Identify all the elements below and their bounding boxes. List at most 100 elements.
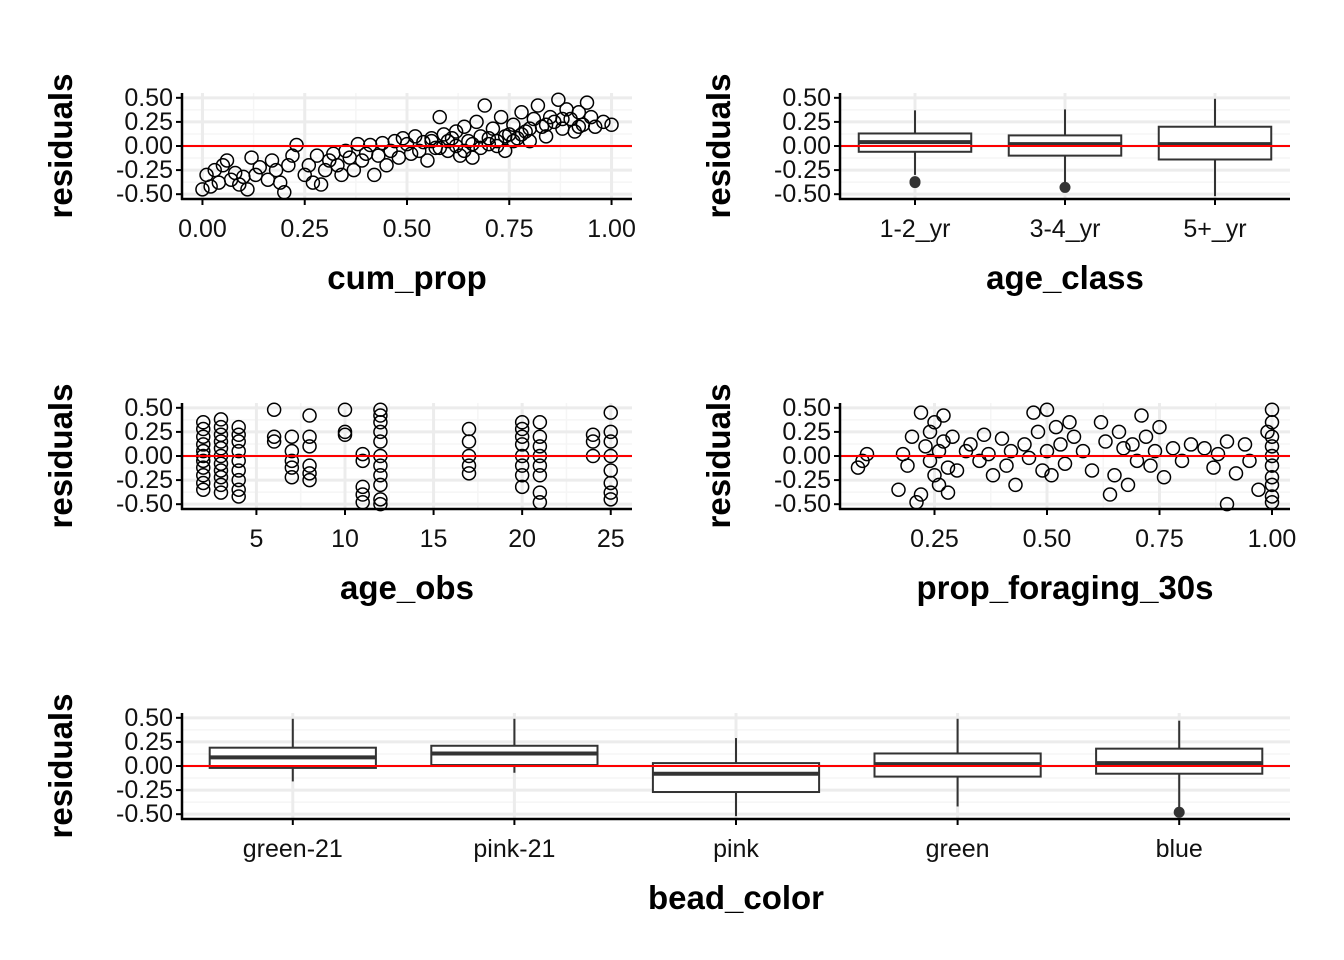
data-point: [493, 109, 509, 125]
outlier-point: [1173, 806, 1185, 818]
data-point: [936, 434, 951, 449]
data-point: [1125, 437, 1140, 452]
data-point: [1143, 458, 1158, 473]
data-point: [373, 408, 388, 423]
data-point: [485, 121, 501, 136]
data-point: [355, 446, 370, 462]
data-point: [497, 143, 513, 159]
data-point: [196, 453, 211, 469]
data-point: [284, 429, 300, 444]
data-point: [330, 158, 345, 173]
data-point: [1242, 453, 1257, 469]
data-point: [1008, 477, 1023, 493]
data-point: [196, 475, 211, 491]
x-tick-label: 0.75: [1135, 525, 1184, 553]
data-point: [461, 466, 477, 481]
x-tick-label: 10: [331, 525, 359, 553]
data-point: [420, 153, 435, 168]
y-tick-label: -0.25: [116, 776, 173, 804]
y-tick-label: 0.50: [124, 394, 173, 422]
x-tick-label: 3-4_yr: [1030, 215, 1101, 243]
data-point: [461, 421, 477, 437]
data-point: [213, 463, 229, 478]
data-point: [538, 129, 554, 144]
data-point: [585, 427, 601, 443]
x-tick-label: green-21: [243, 835, 343, 863]
data-point: [514, 468, 530, 483]
data-point: [985, 468, 1001, 483]
data-point: [231, 472, 246, 488]
x-tick-label: 0.25: [910, 525, 959, 553]
y-axis-title: residuals: [700, 384, 737, 529]
data-point: [603, 424, 618, 440]
data-point: [469, 114, 484, 130]
data-point: [213, 419, 229, 435]
data-point: [379, 158, 394, 173]
data-point: [373, 415, 388, 430]
data-point: [196, 443, 211, 459]
data-point: [532, 415, 548, 430]
data-point: [1035, 463, 1050, 478]
data-point: [981, 446, 996, 462]
data-point: [583, 109, 599, 125]
data-point: [248, 167, 263, 183]
data-point: [514, 458, 530, 473]
data-point: [922, 453, 938, 469]
panel-age_class: -0.50-0.250.000.250.50 1-2_yr 3-4_yr 5+_yra…: [700, 74, 1290, 296]
data-point: [551, 92, 566, 107]
outlier-point: [909, 176, 921, 188]
data-point: [532, 439, 548, 454]
data-point: [481, 136, 497, 152]
data-point: [355, 479, 370, 495]
x-tick-label: 0.00: [178, 215, 227, 243]
data-point: [913, 487, 929, 502]
data-point: [231, 434, 246, 449]
box-iqr: [651, 762, 821, 794]
y-tick-label: -0.50: [116, 490, 173, 518]
x-axis-title: cum_prop: [327, 259, 487, 296]
y-tick-label: 0.50: [124, 704, 173, 732]
y-tick-label: -0.25: [116, 466, 173, 494]
data-point: [346, 162, 362, 178]
data-point: [373, 496, 388, 512]
data-point: [585, 434, 601, 449]
data-point: [1219, 496, 1235, 512]
data-point: [457, 119, 472, 134]
y-tick-label: 0.00: [124, 752, 173, 780]
data-point: [284, 453, 300, 469]
boxplot-green-21: [208, 718, 377, 782]
y-tick-label: 0.25: [782, 108, 831, 136]
y-tick-label: -0.25: [116, 156, 173, 184]
data-point: [355, 495, 370, 510]
data-point: [1174, 453, 1190, 469]
data-point: [465, 136, 480, 152]
data-point: [1129, 453, 1145, 469]
data-point: [1111, 424, 1127, 440]
data-point: [219, 153, 235, 168]
data-point: [373, 468, 388, 483]
data-point: [994, 431, 1010, 446]
data-point: [416, 134, 431, 150]
data-point: [334, 167, 349, 183]
data-point: [587, 119, 603, 134]
data-point: [231, 463, 246, 478]
data-point: [1134, 408, 1149, 423]
data-point: [337, 402, 353, 417]
y-tick-label: 0.25: [124, 108, 173, 136]
data-point: [1062, 415, 1077, 430]
data-point: [859, 446, 875, 462]
data-point: [231, 427, 246, 443]
data-point: [506, 117, 521, 133]
data-point: [302, 408, 317, 423]
data-point: [1098, 434, 1113, 449]
data-point: [1264, 477, 1280, 493]
x-tick-label: 5+_yr: [1183, 215, 1246, 243]
data-point: [514, 105, 529, 120]
data-point: [596, 114, 611, 130]
data-point: [284, 469, 300, 485]
data-point: [481, 131, 497, 146]
data-point: [371, 148, 386, 163]
y-axis-title: residuals: [42, 74, 79, 219]
data-point: [375, 135, 390, 151]
